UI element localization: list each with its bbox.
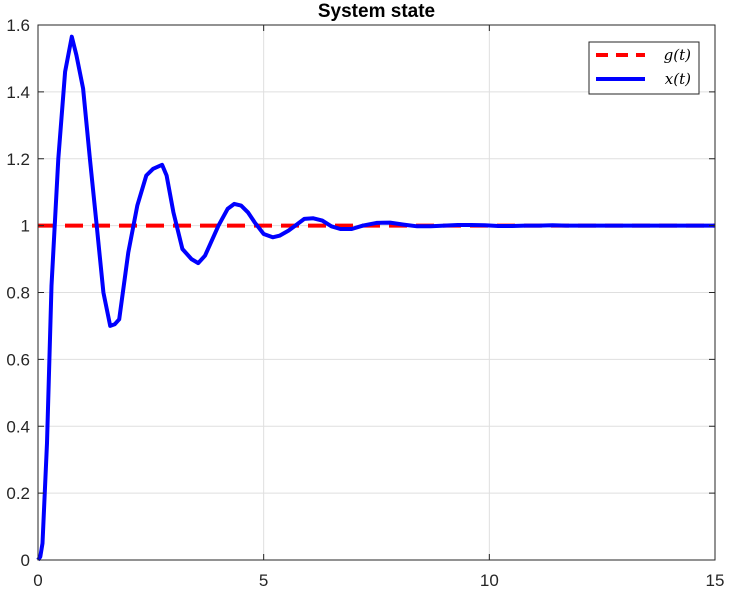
y-tick-label: 1.2 bbox=[6, 150, 30, 169]
x-tick-label: 15 bbox=[706, 571, 725, 590]
y-tick-label: 0.4 bbox=[6, 417, 30, 436]
x-tick-label: 10 bbox=[480, 571, 499, 590]
legend-label-x: x(t) bbox=[665, 70, 691, 88]
legend-label-g: g(t) bbox=[664, 46, 691, 64]
series-line-x bbox=[36, 34, 715, 562]
x-tick-label: 5 bbox=[259, 571, 268, 590]
y-tick-label: 0.8 bbox=[6, 284, 30, 303]
chart-title: System state bbox=[318, 1, 435, 22]
y-tick-label: 0.6 bbox=[6, 350, 30, 369]
y-tick-label: 1.4 bbox=[6, 83, 30, 102]
legend: g(t) x(t) bbox=[588, 41, 700, 95]
legend-box bbox=[588, 41, 700, 95]
y-tick-label: 1.6 bbox=[6, 16, 30, 35]
y-tick-label: 0.2 bbox=[6, 484, 30, 503]
x-tick-label: 0 bbox=[33, 571, 42, 590]
tick-marks bbox=[37, 24, 716, 561]
tick-labels: 0 5 10 15 0 0.2 0.4 0.6 0.8 1 1.2 1.4 1.6 bbox=[6, 16, 724, 590]
series-layer bbox=[36, 34, 715, 562]
y-tick-label: 0 bbox=[21, 551, 30, 570]
y-tick-label: 1 bbox=[21, 217, 30, 236]
